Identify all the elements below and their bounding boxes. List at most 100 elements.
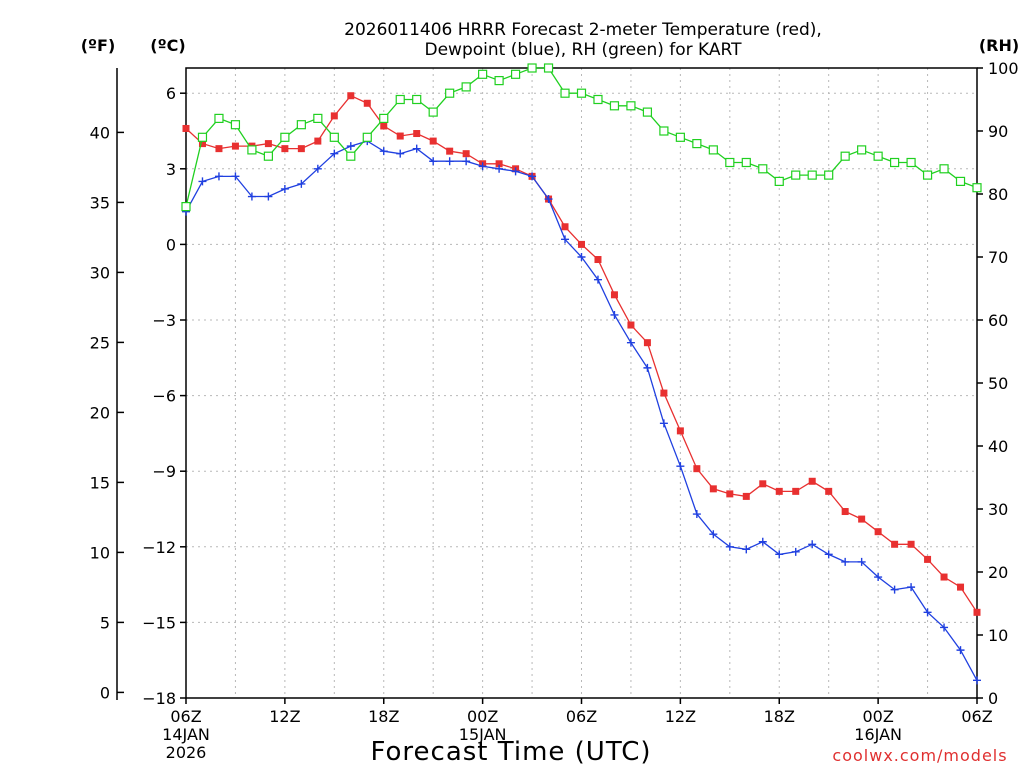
data-point: [906, 157, 916, 168]
data-point: [197, 132, 208, 142]
data-point: [264, 192, 273, 201]
data-point: [297, 145, 305, 153]
data-point: [923, 608, 932, 617]
data-point: [412, 94, 422, 105]
data-point: [544, 195, 553, 204]
data-point: [297, 179, 306, 188]
data-point: [560, 88, 570, 98]
data-point: [561, 235, 570, 244]
data-point: [643, 339, 651, 347]
data-point: [627, 321, 635, 329]
data-point: [314, 137, 322, 145]
data-point: [907, 540, 915, 548]
rh-unit-label: (RH): [979, 36, 1019, 55]
data-point: [692, 139, 702, 149]
data-point: [281, 145, 289, 153]
data-point: [742, 492, 750, 500]
axes: [116, 67, 983, 704]
rh-tick-label: 0: [988, 689, 998, 708]
data-point: [593, 94, 603, 105]
data-point: [609, 101, 620, 111]
data-point: [198, 177, 207, 186]
data-point: [825, 487, 833, 495]
data-point: [693, 465, 701, 473]
data-point: [840, 151, 850, 161]
data-point: [725, 542, 734, 551]
data-point: [214, 172, 223, 181]
celsius-tick-label: −18: [142, 689, 176, 708]
data-point: [280, 184, 289, 193]
data-point: [924, 555, 932, 563]
data-point: [660, 389, 668, 397]
data-point: [891, 540, 899, 548]
data-point: [808, 540, 817, 549]
x-tick-label: 06Z: [961, 707, 992, 726]
x-tick-label: 00Z: [862, 707, 893, 726]
data-point: [626, 338, 635, 347]
data-point: [824, 170, 834, 180]
data-point: [775, 487, 783, 495]
data-point: [346, 151, 356, 161]
fahrenheit-unit-label: (ºF): [81, 36, 116, 55]
data-point: [511, 167, 520, 176]
data-point: [725, 157, 735, 168]
x-tick-label: 00Z: [467, 707, 498, 726]
data-point: [429, 137, 437, 145]
data-point: [379, 147, 388, 156]
x-tick-label: 06Z: [566, 707, 597, 726]
data-point: [708, 145, 718, 155]
fahrenheit-tick-label: 5: [100, 613, 110, 632]
data-point: [873, 151, 883, 161]
data-point: [510, 69, 521, 79]
data-point: [973, 608, 981, 616]
data-point: [446, 147, 454, 155]
data-point: [445, 88, 455, 98]
grid-lines: [186, 68, 977, 698]
data-point: [231, 142, 239, 150]
fahrenheit-tick-label: 10: [90, 543, 110, 562]
data-point: [577, 253, 586, 261]
series-line: [185, 94, 978, 613]
data-point: [362, 132, 372, 142]
data-point: [296, 120, 306, 130]
rh-tick-label: 20: [988, 563, 1008, 582]
celsius-tick-label: 0: [166, 235, 176, 254]
data-point: [939, 164, 949, 174]
data-point: [329, 132, 339, 142]
data-point: [561, 223, 569, 231]
data-point: [890, 157, 900, 168]
data-point: [807, 170, 817, 180]
data-point: [313, 113, 323, 124]
credit-label: coolwx.com/models: [832, 746, 1007, 765]
data-point: [495, 160, 503, 168]
data-point: [428, 107, 438, 117]
data-point: [824, 550, 833, 559]
data-point: [758, 537, 767, 546]
fahrenheit-tick-label: 30: [90, 263, 110, 282]
chart-title-line1: 2026011406 HRRR Forecast 2-meter Tempera…: [344, 20, 822, 40]
data-point: [742, 545, 751, 554]
chart-title-line2: Dewpoint (blue), RH (green) for KART: [424, 40, 742, 60]
x-axis-title: Forecast Time (UTC): [370, 737, 651, 767]
data-point: [527, 63, 537, 73]
data-point: [363, 99, 371, 107]
data-point: [214, 113, 224, 124]
data-point: [791, 170, 801, 180]
data-series: [181, 63, 982, 685]
celsius-tick-label: −12: [142, 538, 176, 557]
date-label: 14JAN: [162, 725, 210, 744]
fahrenheit-tick-label: 0: [100, 683, 110, 702]
data-point: [973, 676, 981, 685]
data-point: [478, 162, 487, 171]
data-point: [330, 112, 338, 120]
data-point: [792, 487, 800, 495]
data-point: [247, 192, 256, 201]
data-point: [675, 132, 685, 142]
data-point: [543, 63, 554, 73]
date-label: 16JAN: [854, 725, 902, 744]
data-point: [759, 480, 767, 488]
data-point: [462, 157, 471, 166]
data-point: [610, 310, 619, 319]
data-point: [396, 132, 404, 140]
